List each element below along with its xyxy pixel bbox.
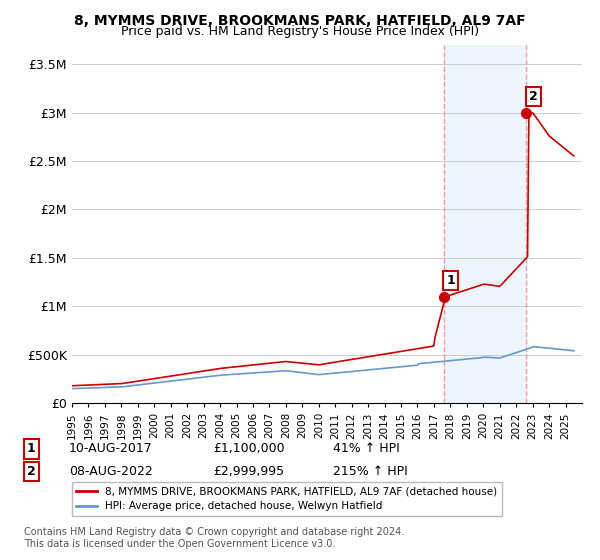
Text: Price paid vs. HM Land Registry's House Price Index (HPI): Price paid vs. HM Land Registry's House … bbox=[121, 25, 479, 38]
Text: 1: 1 bbox=[446, 274, 455, 287]
Bar bbox=[444, 45, 526, 403]
Text: £1,100,000: £1,100,000 bbox=[213, 442, 284, 455]
Text: 215% ↑ HPI: 215% ↑ HPI bbox=[333, 465, 408, 478]
Text: 08-AUG-2022: 08-AUG-2022 bbox=[69, 465, 153, 478]
Text: Contains HM Land Registry data © Crown copyright and database right 2024.
This d: Contains HM Land Registry data © Crown c… bbox=[24, 527, 404, 549]
Text: 10-AUG-2017: 10-AUG-2017 bbox=[69, 442, 153, 455]
Text: 1: 1 bbox=[27, 442, 36, 455]
Legend: 8, MYMMS DRIVE, BROOKMANS PARK, HATFIELD, AL9 7AF (detached house), HPI: Average: 8, MYMMS DRIVE, BROOKMANS PARK, HATFIELD… bbox=[72, 482, 502, 516]
Text: 8, MYMMS DRIVE, BROOKMANS PARK, HATFIELD, AL9 7AF: 8, MYMMS DRIVE, BROOKMANS PARK, HATFIELD… bbox=[74, 14, 526, 28]
Text: £2,999,995: £2,999,995 bbox=[213, 465, 284, 478]
Text: 2: 2 bbox=[529, 90, 538, 103]
Text: 41% ↑ HPI: 41% ↑ HPI bbox=[333, 442, 400, 455]
Text: 2: 2 bbox=[27, 465, 36, 478]
